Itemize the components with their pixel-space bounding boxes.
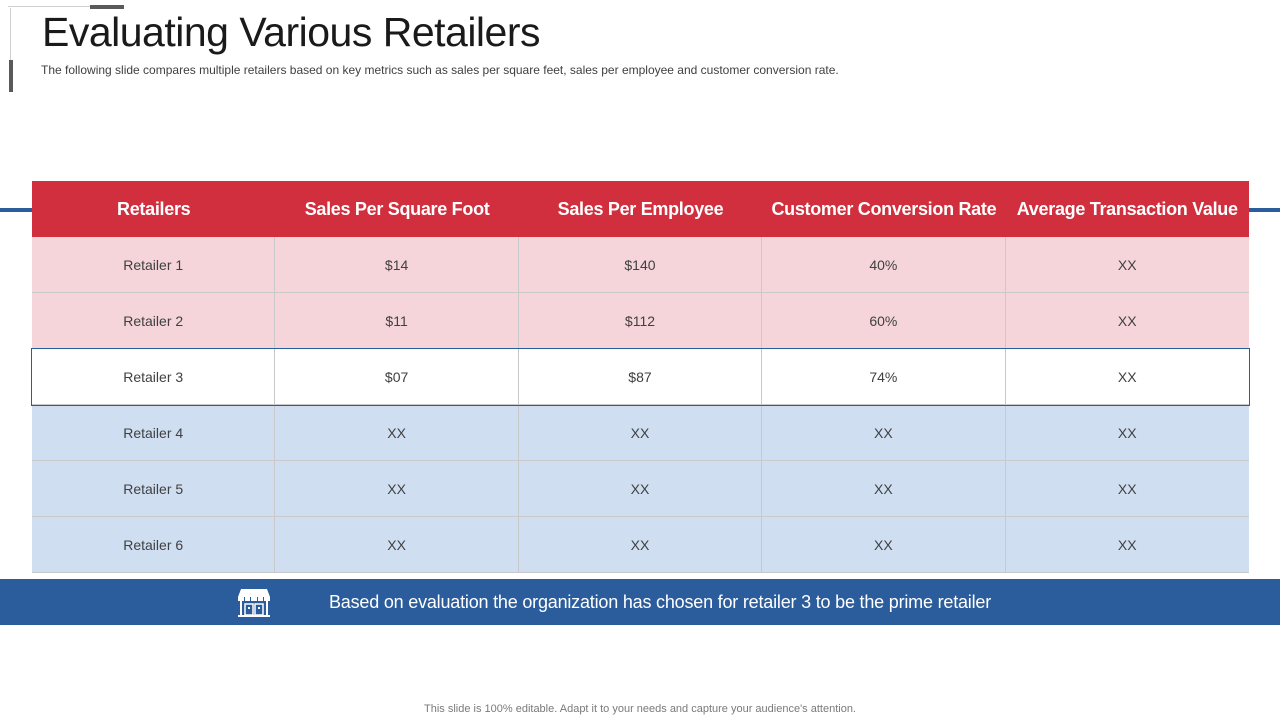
table-cell: Retailer 3 <box>32 349 276 405</box>
table-cell: Retailer 4 <box>32 405 276 461</box>
decorative-bar <box>90 5 124 9</box>
conclusion-banner: Based on evaluation the organization has… <box>0 579 1280 625</box>
table-cell: $140 <box>518 237 763 293</box>
decorative-bar <box>9 60 13 92</box>
table-cell: 40% <box>762 237 1006 293</box>
table-cell: XX <box>1005 237 1249 293</box>
table-cell: XX <box>275 517 519 573</box>
table-cell: XX <box>275 405 519 461</box>
decorative-side-line <box>0 208 34 212</box>
table-cell: $11 <box>275 293 519 349</box>
table-cell: $14 <box>275 237 519 293</box>
column-header: Sales Per Square Foot <box>304 198 490 219</box>
decorative-side-line <box>1248 208 1280 212</box>
conclusion-text: Based on evaluation the organization has… <box>329 592 992 612</box>
retailer-comparison-table: Retailers Sales Per Square Foot Sales Pe… <box>31 181 1250 573</box>
table-cell: 60% <box>762 293 1006 349</box>
slide-title: Evaluating Various Retailers <box>42 9 541 55</box>
decorative-line <box>10 8 11 60</box>
table-cell: Retailer 5 <box>32 461 276 517</box>
column-header: Average Transaction Value <box>1016 198 1238 219</box>
decorative-line <box>8 6 90 7</box>
footer-note: This slide is 100% editable. Adapt it to… <box>424 703 856 715</box>
table-header-row: Retailers Sales Per Square Foot Sales Pe… <box>32 181 1249 237</box>
column-header: Customer Conversion Rate <box>771 198 997 219</box>
slide-subtitle: The following slide compares multiple re… <box>41 63 839 77</box>
table-cell: $07 <box>275 349 519 405</box>
table-cell: XX <box>1005 293 1249 349</box>
table-cell: 74% <box>762 349 1006 405</box>
table-cell: XX <box>518 405 763 461</box>
table-row: Retailer 1 $14 $140 40% XX <box>32 237 1249 293</box>
table-cell: XX <box>518 461 763 517</box>
table-row-highlighted: Retailer 3 $07 $87 74% XX <box>31 348 1250 406</box>
table-cell: Retailer 6 <box>32 517 276 573</box>
table-row: Retailer 5 XX XX XX XX <box>32 461 1249 517</box>
table-cell: XX <box>762 517 1006 573</box>
table-cell: XX <box>762 405 1006 461</box>
table-cell: Retailer 1 <box>32 237 276 293</box>
table-cell: XX <box>518 517 763 573</box>
table-row: Retailer 4 XX XX XX XX <box>32 405 1249 461</box>
column-header: Retailers <box>117 198 191 219</box>
table-cell: Retailer 2 <box>32 293 276 349</box>
table-cell: XX <box>1005 405 1249 461</box>
table-cell: XX <box>762 461 1006 517</box>
store-icon <box>237 586 271 618</box>
table-row: Retailer 6 XX XX XX XX <box>32 517 1249 573</box>
table-cell: $87 <box>518 349 763 405</box>
table-row: Retailer 2 $11 $112 60% XX <box>32 293 1249 349</box>
column-header: Sales Per Employee <box>557 198 724 219</box>
table-cell: XX <box>1005 517 1249 573</box>
table-cell: XX <box>1005 461 1249 517</box>
table-cell: $112 <box>518 293 763 349</box>
table-cell: XX <box>275 461 519 517</box>
table-cell: XX <box>1005 349 1249 405</box>
